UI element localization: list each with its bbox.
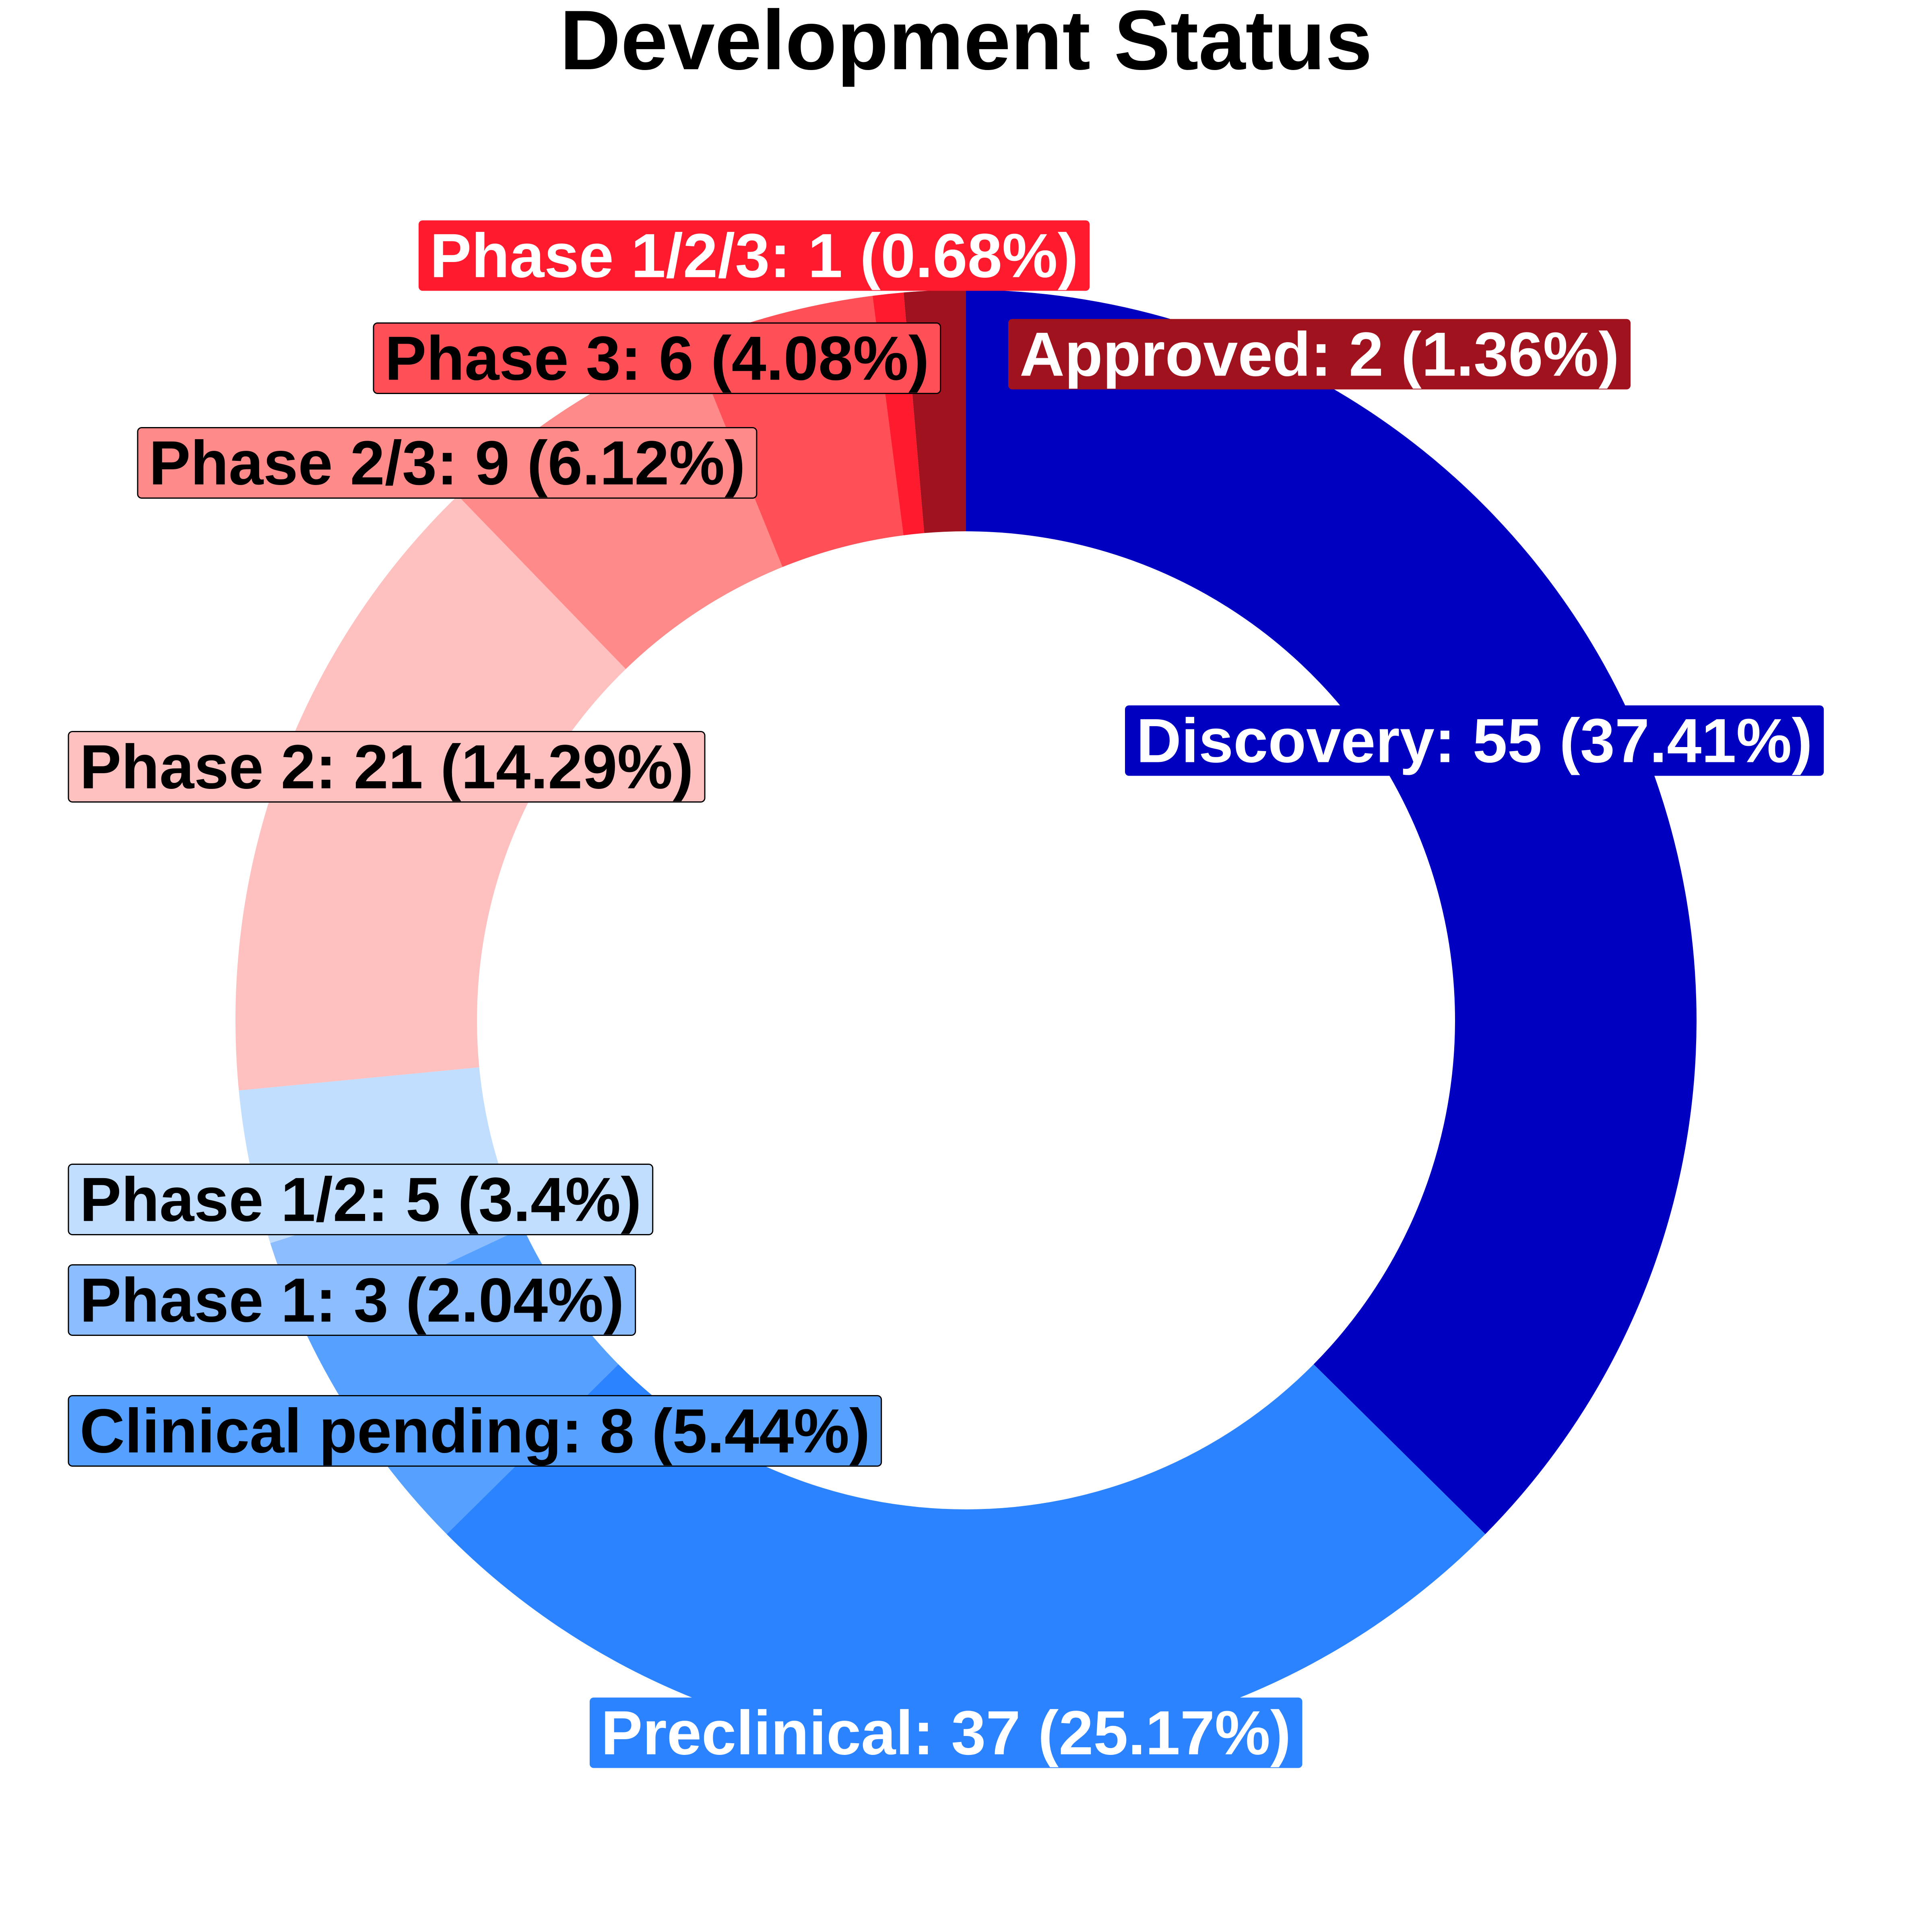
- label-box-clinical-pending: [68, 1395, 882, 1467]
- label-clinical-pending: Clinical pending: 8 (5.44%): [68, 1395, 882, 1467]
- label-box-preclinical: [590, 1697, 1302, 1768]
- label-box-phase-1-2: [68, 1164, 654, 1235]
- label-box-phase-1-2-3: [419, 220, 1090, 291]
- label-phase-1-2-3: Phase 1/2/3: 1 (0.68%): [419, 220, 1090, 291]
- label-text-clinical-pending: Clinical pending: 8 (5.44%): [80, 1396, 870, 1466]
- label-box-approved: [1008, 319, 1631, 390]
- label-phase-2: Phase 2: 21 (14.29%): [68, 731, 706, 803]
- label-box-phase-3: [373, 322, 941, 394]
- label-box-phase-2-3: [137, 427, 758, 499]
- label-text-phase-2: Phase 2: 21 (14.29%): [80, 732, 694, 802]
- label-phase-1-2: Phase 1/2: 5 (3.4%): [68, 1164, 654, 1235]
- label-text-phase-1-2-3: Phase 1/2/3: 1 (0.68%): [430, 221, 1078, 291]
- label-text-phase-2-3: Phase 2/3: 9 (6.12%): [149, 428, 745, 498]
- label-phase-1: Phase 1: 3 (2.04%): [68, 1264, 636, 1336]
- slice-discovery: [966, 290, 1697, 1534]
- label-approved: Approved: 2 (1.36%): [1008, 319, 1631, 390]
- label-box-phase-2: [68, 731, 706, 803]
- label-text-approved: Approved: 2 (1.36%): [1020, 320, 1619, 389]
- label-phase-2-3: Phase 2/3: 9 (6.12%): [137, 427, 758, 499]
- chart-title: Development Status: [559, 0, 1373, 87]
- label-preclinical: Preclinical: 37 (25.17%): [590, 1697, 1302, 1768]
- label-discovery: Discovery: 55 (37.41%): [1125, 705, 1824, 776]
- label-box-discovery: [1125, 705, 1824, 776]
- label-text-phase-3: Phase 3: 6 (4.08%): [385, 324, 929, 393]
- label-text-phase-1-2: Phase 1/2: 5 (3.4%): [80, 1165, 642, 1234]
- labels-layer: Discovery: 55 (37.41%) Preclinical: 37 (2…: [68, 220, 1824, 1768]
- label-text-discovery: Discovery: 55 (37.41%): [1136, 706, 1812, 776]
- slice-phase-2-3: [458, 343, 783, 669]
- label-box-phase-1: [68, 1264, 636, 1336]
- slices-layer: [235, 290, 1697, 1751]
- label-text-preclinical: Preclinical: 37 (25.17%): [601, 1698, 1291, 1768]
- label-phase-3: Phase 3: 6 (4.08%): [373, 322, 941, 394]
- label-text-phase-1: Phase 1: 3 (2.04%): [80, 1265, 624, 1335]
